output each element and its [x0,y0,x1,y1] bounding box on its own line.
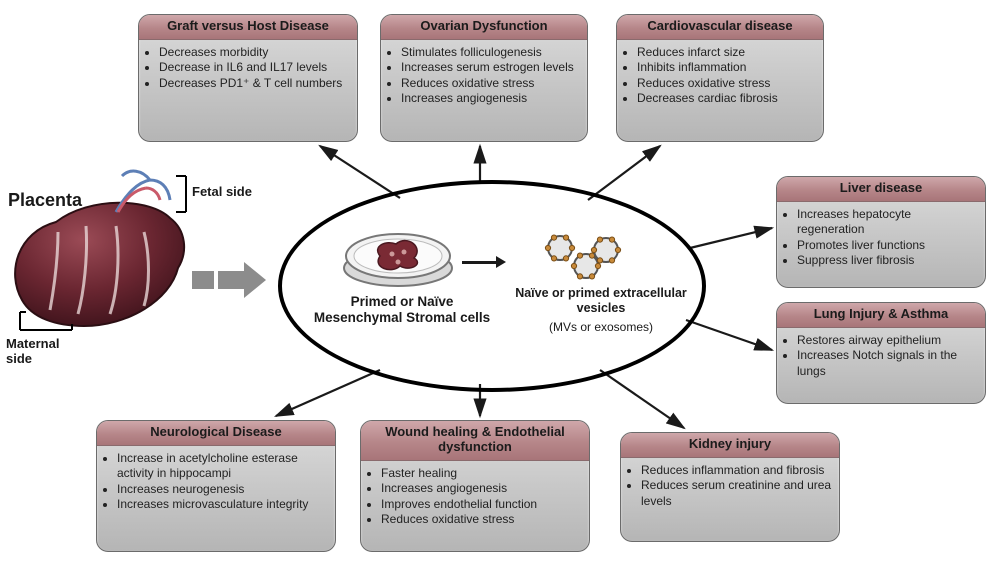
card-liver-item: Increases hepatocyte regeneration [797,207,981,238]
card-kidney-item: Reduces inflammation and fibrosis [641,463,835,478]
placenta-title: Placenta [8,190,82,211]
card-neuro-item: Increases neurogenesis [117,482,331,497]
maternal-side-label: Maternal side [6,336,59,366]
card-gvhd-item: Decrease in IL6 and IL17 levels [159,60,353,75]
card-cardio-title: Cardiovascular disease [617,15,823,40]
card-neuro-list: Increase in acetylcholine esterase activ… [117,451,331,512]
card-gvhd-item: Decreases PD1⁺ & T cell numbers [159,76,353,91]
diagram-stage: Placenta Fetal side Maternal side Primed… [0,0,1000,566]
card-wound-title: Wound healing & Endothelial dysfunction [361,421,589,461]
card-lung-title: Lung Injury & Asthma [777,303,985,328]
card-ovarian-item: Stimulates folliculogenesis [401,45,583,60]
card-kidney-list: Reduces inflammation and fibrosisReduces… [641,463,835,509]
card-lung-item: Increases Notch signals in the lungs [797,348,981,379]
card-neuro-item: Increase in acetylcholine esterase activ… [117,451,331,482]
card-gvhd: Graft versus Host Disease Decreases morbi… [138,14,358,142]
card-wound-item: Faster healing [381,466,585,481]
card-ovarian: Ovarian Dysfunction Stimulates folliculog… [380,14,588,142]
card-lung: Lung Injury & Asthma Restores airway epit… [776,302,986,404]
card-liver-item: Suppress liver fibrosis [797,253,981,268]
card-ovarian-item: Increases angiogenesis [401,91,583,106]
card-gvhd-title: Graft versus Host Disease [139,15,357,40]
card-ovarian-list: Stimulates folliculogenesisIncreases ser… [401,45,583,106]
card-lung-item: Restores airway epithelium [797,333,981,348]
card-ovarian-title: Ovarian Dysfunction [381,15,587,40]
card-kidney-title: Kidney injury [621,433,839,458]
card-wound: Wound healing & Endothelial dysfunction F… [360,420,590,552]
card-liver-list: Increases hepatocyte regenerationPromote… [797,207,981,268]
card-wound-item: Increases angiogenesis [381,481,585,496]
card-ovarian-item: Reduces oxidative stress [401,76,583,91]
card-gvhd-item: Decreases morbidity [159,45,353,60]
card-neuro-title: Neurological Disease [97,421,335,446]
card-ovarian-item: Increases serum estrogen levels [401,60,583,75]
cells-to-vesicles-arrow [462,256,506,268]
cells-caption: Primed or Naïve Mesenchymal Stromal cell… [312,294,492,326]
card-kidney: Kidney injury Reduces inflammation and fi… [620,432,840,542]
card-cardio-item: Reduces infarct size [637,45,819,60]
card-lung-list: Restores airway epitheliumIncreases Notc… [797,333,981,379]
card-liver-item: Promotes liver functions [797,238,981,253]
card-gvhd-list: Decreases morbidityDecrease in IL6 and I… [159,45,353,91]
card-liver-title: Liver disease [777,177,985,202]
card-neuro: Neurological Disease Increase in acetylch… [96,420,336,552]
card-kidney-item: Reduces serum creatinine and urea levels [641,478,835,509]
fetal-side-label: Fetal side [192,184,252,199]
card-wound-item: Improves endothelial function [381,497,585,512]
card-cardio-item: Inhibits inflammation [637,60,819,75]
vesicles-subcaption: (MVs or exosomes) [536,320,666,334]
card-cardio-list: Reduces infarct sizeInhibits inflammatio… [637,45,819,106]
vesicles-caption: Naïve or primed extracellular vesicles [510,286,692,316]
card-cardio-item: Decreases cardiac fibrosis [637,91,819,106]
card-neuro-item: Increases microvasculature integrity [117,497,331,512]
card-cardio-item: Reduces oxidative stress [637,76,819,91]
card-cardio: Cardiovascular disease Reduces infarct si… [616,14,824,142]
card-liver: Liver disease Increases hepatocyte regene… [776,176,986,288]
card-wound-list: Faster healingIncreases angiogenesisImpr… [381,466,585,527]
card-wound-item: Reduces oxidative stress [381,512,585,527]
placenta-to-cells-arrow [192,262,266,298]
